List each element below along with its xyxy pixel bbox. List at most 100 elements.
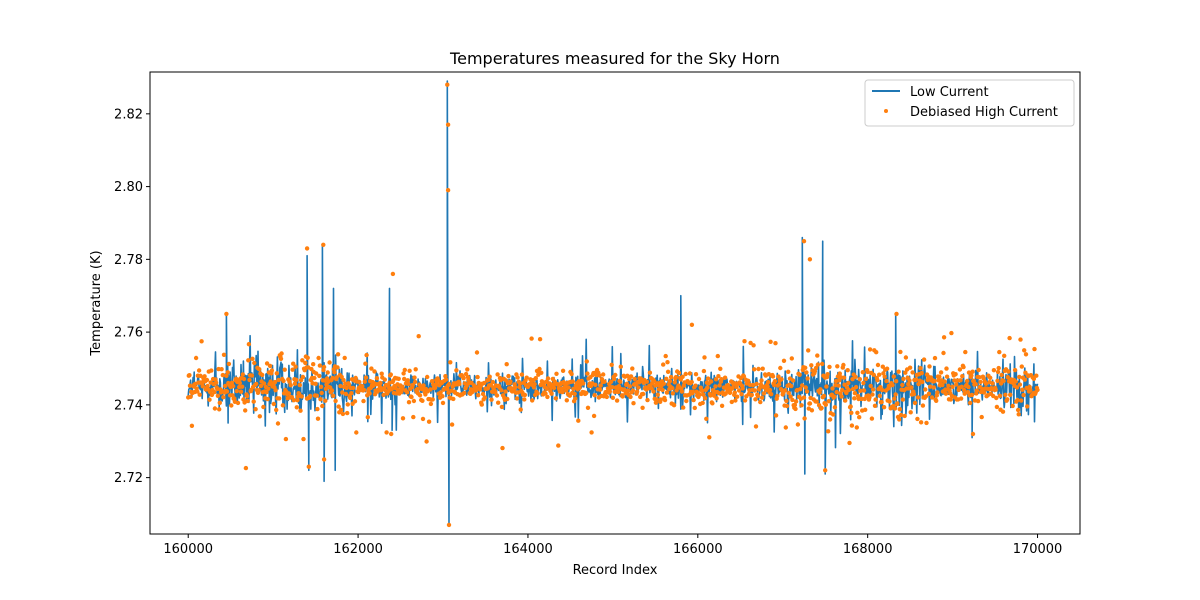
data-point [357, 379, 362, 385]
data-point [219, 367, 224, 372]
data-point [264, 390, 269, 395]
data-point [474, 350, 480, 355]
data-point [306, 464, 311, 469]
data-point [260, 372, 265, 378]
data-point [537, 337, 543, 342]
x-axis-ticks: 160000 162000 164000 166000 168000 170000 [163, 534, 1062, 557]
data-point [943, 391, 949, 396]
data-point [424, 439, 429, 444]
data-point [809, 363, 814, 368]
data-point [655, 392, 660, 397]
legend-entry-debiased-high-current: Debiased High Current [910, 105, 1058, 120]
data-point [870, 387, 876, 392]
data-point [475, 374, 480, 380]
data-point [715, 353, 720, 359]
data-point [742, 339, 747, 344]
data-point [215, 393, 221, 398]
data-point [298, 408, 303, 413]
data-point [305, 355, 310, 360]
y-tick-label: 2.80 [114, 180, 143, 195]
data-point [778, 365, 783, 371]
data-point [990, 381, 995, 386]
data-point [941, 350, 946, 356]
data-point [900, 397, 906, 402]
data-point [959, 384, 964, 389]
data-point [903, 370, 908, 375]
data-point [225, 370, 230, 375]
data-point [361, 398, 366, 404]
data-point [292, 381, 298, 386]
data-point [783, 388, 788, 393]
data-point [318, 397, 323, 402]
data-point [918, 420, 924, 425]
data-point [696, 376, 702, 382]
data-point [235, 400, 241, 406]
data-point [224, 389, 230, 394]
data-point [716, 374, 721, 379]
data-point [803, 365, 808, 370]
data-point [598, 383, 603, 388]
data-point [446, 381, 452, 387]
data-point [494, 393, 500, 398]
data-point [699, 388, 705, 393]
data-point [918, 366, 923, 371]
data-point [440, 400, 446, 406]
data-point [958, 378, 963, 383]
data-point [495, 372, 500, 377]
data-point [908, 410, 913, 415]
data-point [768, 339, 773, 344]
data-point [396, 376, 401, 381]
data-point [713, 384, 718, 389]
data-point [861, 380, 866, 386]
data-point [554, 371, 559, 376]
data-point [608, 379, 614, 384]
y-tick-label: 2.74 [114, 398, 143, 413]
data-point [693, 383, 698, 388]
data-point [793, 406, 798, 412]
data-point [344, 385, 349, 391]
data-point [426, 419, 432, 424]
data-point [932, 378, 937, 384]
data-point [400, 416, 406, 421]
data-point [735, 394, 740, 399]
data-point [576, 418, 581, 423]
data-point [680, 374, 685, 379]
data-point [891, 374, 896, 379]
data-point [411, 414, 416, 420]
data-point [844, 390, 849, 396]
y-tick-label: 2.72 [114, 471, 143, 486]
data-point [572, 391, 577, 397]
series-scatter-debiased-high-current [186, 82, 1040, 528]
data-point [275, 421, 281, 426]
data-point [570, 379, 575, 384]
data-point [202, 374, 207, 379]
data-point [804, 370, 809, 375]
data-point [923, 394, 929, 399]
data-point [705, 385, 710, 390]
data-point [916, 381, 921, 387]
data-point [909, 385, 914, 390]
data-point [220, 372, 225, 378]
data-point [861, 388, 867, 393]
data-point [1017, 382, 1023, 387]
data-point [377, 384, 383, 389]
data-point [266, 386, 271, 391]
data-point [290, 367, 295, 372]
data-point [920, 379, 925, 385]
data-point [381, 392, 386, 398]
data-point [667, 379, 673, 384]
data-point [934, 398, 939, 403]
data-point [869, 416, 875, 421]
data-point [417, 393, 423, 398]
data-point [301, 436, 306, 442]
data-point [234, 388, 239, 394]
data-point [651, 378, 657, 384]
data-point [597, 373, 602, 378]
data-point [834, 389, 839, 395]
data-point [846, 387, 852, 393]
data-point [961, 364, 966, 370]
data-point [988, 375, 993, 380]
x-tick-label: 160000 [163, 542, 213, 557]
data-point [820, 361, 825, 367]
